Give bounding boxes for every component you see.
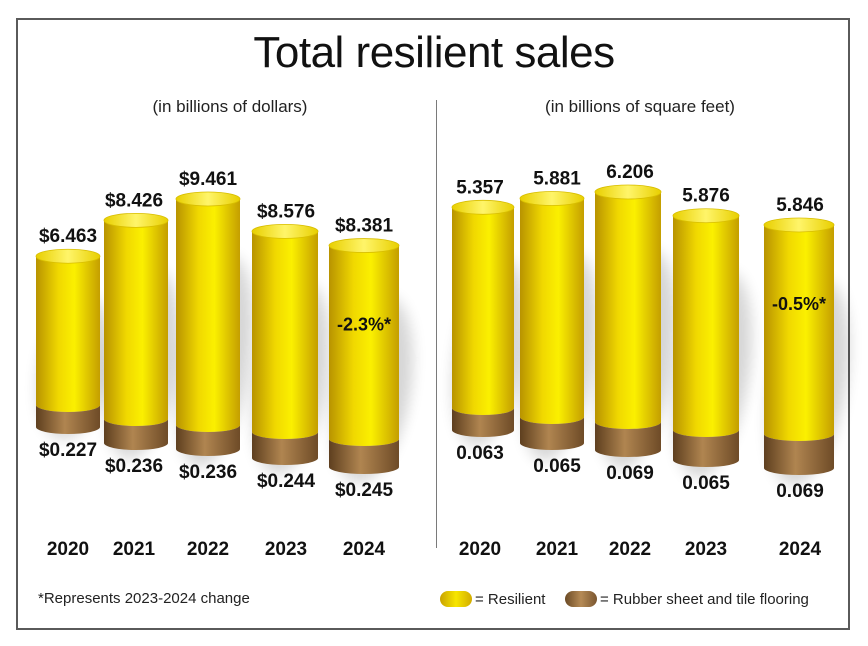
bar-top-chart2-2024 — [763, 217, 835, 233]
rubber-label-chart2-2022: 0.069 — [606, 463, 654, 484]
chart-divider — [436, 100, 437, 548]
bar-rubber-chart2-2021 — [520, 417, 584, 450]
total-label-chart1-2022: $9.461 — [179, 169, 238, 190]
bar-rubber-chart2-2022 — [595, 422, 661, 457]
rubber-label-chart1-2023: $0.244 — [257, 471, 316, 492]
rubber-label-chart1-2020: $0.227 — [39, 440, 97, 461]
bar-top-chart2-2023 — [672, 208, 740, 224]
bar-resilient-chart2-2023 — [673, 215, 739, 437]
year-label-chart1-2023: 2023 — [265, 539, 307, 560]
rubber-label-chart2-2024: 0.069 — [776, 481, 824, 502]
bar-top-chart1-2024 — [328, 238, 400, 253]
bar-rubber-chart1-2024 — [329, 439, 399, 474]
legend-label-resilient: = Resilient — [475, 591, 546, 608]
total-label-chart2-2023: 5.876 — [682, 186, 730, 207]
total-label-chart1-2020: $6.463 — [39, 226, 97, 247]
year-label-chart1-2020: 2020 — [47, 539, 89, 560]
bar-rubber-chart2-2020 — [452, 408, 514, 437]
bar-rubber-chart2-2023 — [673, 430, 739, 467]
right-chart-subtitle: (in billions of square feet) — [545, 97, 735, 116]
year-label-chart1-2022: 2022 — [187, 539, 229, 560]
left-chart-subtitle: (in billions of dollars) — [152, 97, 308, 116]
total-label-chart1-2024: $8.381 — [335, 216, 394, 237]
bar-rubber-chart1-2023 — [252, 432, 318, 465]
bar-top-chart1-2023 — [251, 223, 319, 239]
chart-title: Total resilient sales — [253, 28, 615, 77]
bar-top-chart2-2020 — [451, 199, 515, 215]
year-label-chart2-2020: 2020 — [459, 539, 501, 560]
change-label-chart2: -0.5%* — [772, 294, 826, 314]
bar-top-chart2-2022 — [594, 184, 662, 200]
bar-top-chart2-2021 — [519, 191, 585, 206]
bar-top-chart1-2021 — [103, 212, 169, 228]
bar-resilient-chart1-2024 — [329, 245, 399, 446]
bar-resilient-chart2-2021 — [520, 198, 584, 424]
bar-resilient-chart1-2023 — [252, 231, 318, 439]
rubber-label-chart1-2021: $0.236 — [105, 456, 163, 477]
year-label-chart2-2024: 2024 — [779, 539, 822, 560]
rubber-label-chart2-2023: 0.065 — [682, 473, 730, 494]
total-label-chart2-2022: 6.206 — [606, 162, 654, 183]
rubber-label-chart2-2021: 0.065 — [533, 456, 581, 477]
bar-resilient-chart2-2022 — [595, 192, 661, 429]
legend-swatch-resilient — [440, 591, 472, 607]
rubber-label-chart1-2022: $0.236 — [179, 462, 237, 483]
year-label-chart1-2024: 2024 — [343, 539, 386, 560]
year-label-chart1-2021: 2021 — [113, 539, 156, 560]
bar-resilient-chart1-2020 — [36, 256, 100, 412]
rubber-label-chart2-2020: 0.063 — [456, 443, 504, 464]
bar-top-chart1-2022 — [175, 191, 241, 207]
bar-rubber-chart1-2022 — [176, 425, 240, 456]
year-label-chart2-2021: 2021 — [536, 539, 579, 560]
legend-swatch-rubber — [565, 591, 597, 607]
bar-rubber-chart1-2021 — [104, 419, 168, 450]
year-label-chart2-2022: 2022 — [609, 539, 651, 560]
total-label-chart1-2023: $8.576 — [257, 201, 315, 222]
bar-rubber-chart2-2024 — [764, 434, 834, 475]
total-label-chart2-2020: 5.357 — [456, 177, 504, 198]
bar-resilient-chart2-2024 — [764, 224, 834, 441]
total-label-chart1-2021: $8.426 — [105, 190, 163, 211]
change-label-chart1: -2.3%* — [337, 315, 391, 335]
total-label-chart2-2021: 5.881 — [533, 169, 581, 190]
bar-resilient-chart2-2020 — [452, 207, 514, 415]
rubber-label-chart1-2024: $0.245 — [335, 480, 394, 501]
total-label-chart2-2024: 5.846 — [776, 195, 824, 216]
bar-rubber-chart1-2020 — [36, 405, 100, 434]
bar-resilient-chart1-2022 — [176, 199, 240, 432]
year-label-chart2-2023: 2023 — [685, 539, 727, 560]
footnote: *Represents 2023-2024 change — [38, 590, 250, 607]
legend-label-rubber: = Rubber sheet and tile flooring — [600, 591, 809, 608]
bar-top-chart1-2020 — [35, 248, 101, 264]
bar-resilient-chart1-2021 — [104, 220, 168, 426]
